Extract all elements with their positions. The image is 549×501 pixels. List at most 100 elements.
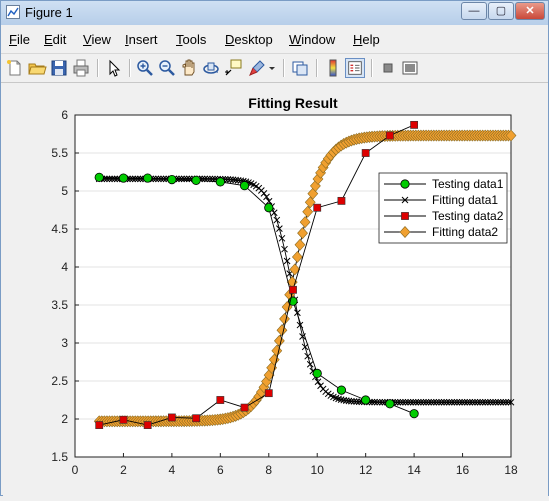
testing-data1-marker	[118, 173, 129, 183]
save-icon[interactable]	[49, 58, 69, 78]
fitting-data1-marker	[414, 398, 422, 406]
title-bar[interactable]: Figure 1 — ▢ ✕	[1, 1, 548, 25]
fitting-data1-marker	[453, 398, 461, 406]
testing-data1-marker	[143, 173, 153, 183]
fitting-data1-marker	[402, 398, 409, 406]
fitting-data2-marker	[299, 216, 311, 229]
menu-help[interactable]: Help	[353, 32, 380, 47]
menu-edit[interactable]: Edit	[44, 32, 67, 47]
toolbar-separator	[316, 59, 318, 77]
testing-data2-marker	[216, 396, 225, 404]
legend-icon[interactable]	[345, 58, 365, 78]
fitting-data1-marker	[433, 398, 440, 406]
fitting-data2-marker	[297, 227, 308, 240]
minimize-button[interactable]: —	[461, 2, 487, 20]
fitting-data1-marker	[476, 398, 484, 406]
zoom-in-icon[interactable]	[135, 58, 155, 78]
fitting-data1-marker	[487, 398, 494, 406]
fitting-data1-marker	[108, 175, 116, 183]
new-figure-icon[interactable]	[5, 58, 25, 78]
menu-view[interactable]: View	[83, 32, 111, 47]
testing-data1-marker	[361, 395, 371, 405]
fitting-data1-marker	[294, 309, 301, 317]
fitting-data1-marker	[412, 398, 420, 406]
fitting-data1-marker	[106, 175, 113, 183]
menu-tools[interactable]: Tools	[176, 32, 207, 47]
testing-data2-marker	[192, 414, 201, 423]
fitting-data1-marker	[463, 398, 471, 406]
fitting-data1-marker	[335, 395, 342, 403]
fitting-data1-marker	[111, 175, 119, 183]
fitting-data1-marker	[276, 225, 283, 232]
x-tick-label: 0	[72, 463, 79, 477]
chevron-down-icon[interactable]	[267, 58, 277, 78]
fitting-data1-marker	[469, 398, 476, 406]
y-tick-label: 2.5	[51, 374, 68, 388]
zoom-out-icon[interactable]	[157, 58, 177, 78]
y-tick-label: 5	[61, 184, 68, 198]
fitting-data1-marker	[458, 398, 466, 406]
fitting-data1-marker	[494, 398, 502, 406]
data-cursor-icon[interactable]	[223, 58, 243, 78]
fitting-data1-marker	[265, 197, 273, 205]
y-tick-label: 3	[61, 336, 68, 350]
fitting-data1-marker	[263, 193, 270, 201]
menu-desktop[interactable]: Desktop	[225, 32, 273, 47]
fitting-data1-marker	[502, 398, 510, 406]
y-tick-label: 6	[61, 108, 68, 122]
menu-file[interactable]: File	[9, 32, 30, 47]
fitting-data2-marker	[281, 301, 293, 313]
x-tick-label: 18	[504, 463, 518, 477]
pan-icon[interactable]	[179, 58, 199, 78]
fitting-data2-marker	[289, 263, 301, 276]
brush-icon[interactable]	[247, 58, 267, 78]
maximize-button[interactable]: ▢	[488, 2, 514, 20]
fitting-data1-marker	[489, 398, 497, 406]
y-tick-label: 5.5	[51, 146, 68, 160]
fitting-data1-marker	[371, 398, 378, 406]
plot-svg[interactable]: Fitting Result 1.5 2 2.5 3 3.5 4 4.5 5 5.5 6 0 2 4 6 8 1…	[3, 83, 548, 496]
hide-plot-tools-icon[interactable]	[378, 58, 398, 78]
testing-data2-marker	[289, 285, 297, 294]
fitting-data1-marker	[185, 175, 193, 183]
testing-data1-marker	[191, 175, 201, 185]
fitting-data1-marker	[404, 398, 412, 406]
fitting-data1-marker	[180, 175, 188, 183]
fitting-data1-marker	[278, 234, 286, 242]
x-tick-label: 6	[217, 463, 224, 477]
colorbar-icon[interactable]	[323, 58, 343, 78]
testing-data2-marker	[240, 403, 249, 412]
close-button[interactable]: ✕	[515, 2, 545, 20]
chart-title: Fitting Result	[248, 95, 338, 111]
link-plot-icon[interactable]	[290, 58, 310, 78]
fitting-data1-marker	[448, 398, 456, 406]
fitting-data1-marker	[461, 398, 469, 406]
x-tick-label: 4	[169, 463, 176, 477]
pointer-icon[interactable]	[104, 58, 124, 78]
toolbar-separator	[97, 59, 99, 77]
testing-data1-marker	[167, 175, 177, 185]
rotate-3d-icon[interactable]	[201, 58, 221, 78]
fitting-data1-marker	[499, 398, 507, 406]
toolbar-separator	[371, 59, 373, 77]
fitting-data1-marker	[451, 398, 458, 406]
legend-label: Fitting data1	[432, 193, 498, 207]
menu-insert[interactable]: Insert	[125, 32, 158, 47]
testing-data2-marker	[361, 149, 370, 157]
show-plot-tools-icon[interactable]	[400, 58, 420, 78]
fitting-data1-marker	[399, 398, 407, 406]
x-tick-label: 8	[265, 463, 272, 477]
print-icon[interactable]	[71, 58, 91, 78]
fitting-data1-marker	[283, 257, 291, 265]
y-tick-label: 1.5	[51, 450, 68, 464]
menu-window[interactable]: Window	[289, 32, 336, 47]
testing-data2-marker	[313, 203, 322, 212]
testing-data1-marker	[215, 177, 225, 187]
fitting-data1-marker	[492, 398, 499, 406]
toolbar-separator	[129, 59, 131, 77]
x-tick-label: 16	[456, 463, 470, 477]
legend-marker	[401, 212, 409, 220]
y-tick-label: 2	[61, 412, 68, 426]
fitting-data1-marker	[484, 398, 492, 406]
open-file-icon[interactable]	[27, 58, 47, 78]
